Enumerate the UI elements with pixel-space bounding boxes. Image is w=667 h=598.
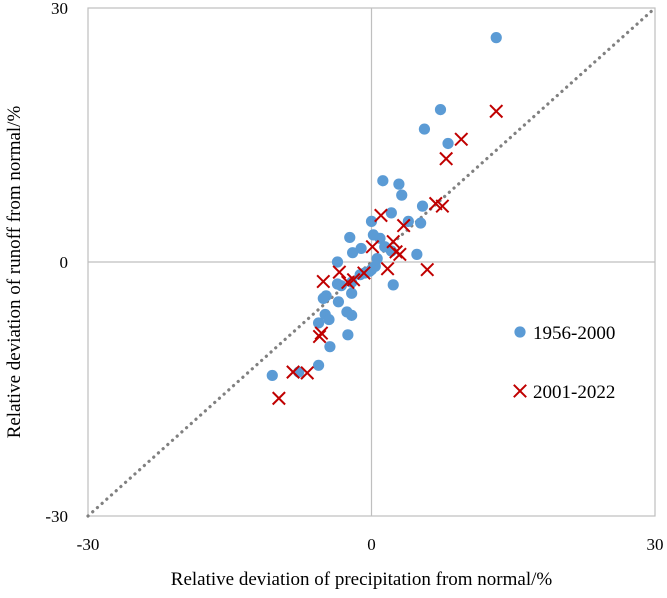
data-point [342, 329, 354, 341]
cross-stroke [386, 234, 401, 249]
data-point [300, 366, 315, 380]
data-point [365, 239, 380, 254]
data-point [374, 208, 388, 223]
data-point [392, 247, 407, 262]
legend-item: 2001-2022 [513, 382, 615, 403]
data-point [331, 256, 344, 268]
y-tick-label: -30 [45, 507, 68, 526]
cross-stroke [271, 391, 286, 406]
data-point [434, 104, 447, 116]
data-point [354, 269, 366, 281]
data-point [340, 275, 355, 290]
data-point [355, 242, 367, 255]
y-tick-label: 30 [51, 0, 68, 18]
cross-stroke [316, 274, 331, 289]
y-tick-label: 0 [60, 253, 69, 272]
data-point [490, 32, 502, 44]
data-point [420, 262, 435, 277]
legend-marker [514, 326, 526, 338]
cross-stroke [312, 329, 327, 344]
cross-stroke [357, 266, 371, 280]
legend-marker [513, 384, 527, 398]
data-point [364, 265, 376, 277]
data-point [439, 151, 454, 166]
cross-stroke [489, 104, 504, 119]
data-point [346, 287, 358, 299]
cross-stroke [513, 384, 527, 398]
data-point [323, 313, 335, 326]
cross-stroke [314, 326, 329, 341]
data-point [380, 261, 395, 276]
legend-label: 2001-2022 [533, 382, 615, 403]
data-point [428, 196, 443, 211]
data-point [347, 247, 359, 259]
cross-stroke [396, 218, 411, 233]
data-point [332, 265, 347, 280]
data-point [346, 309, 358, 321]
data-point [385, 207, 397, 219]
data-point [314, 326, 329, 341]
plot-area [86, 6, 657, 518]
cross-stroke [435, 199, 450, 214]
y-axis-title: Relative deviation of runoff from normal… [4, 106, 25, 439]
axis-labels: -30 0 30 30 0 -30 Relative deviation of precip… [4, 0, 664, 590]
data-points [266, 32, 504, 406]
cross-stroke [332, 265, 347, 280]
data-point [266, 369, 278, 382]
data-point [416, 200, 429, 212]
data-point [393, 178, 405, 190]
data-point [418, 123, 431, 135]
cross-stroke [454, 132, 469, 147]
data-point [312, 317, 325, 329]
data-point [312, 359, 325, 371]
data-point [377, 175, 389, 187]
cross-stroke [300, 366, 315, 380]
x-tick-label: -30 [77, 535, 100, 554]
legend-label: 1956-2000 [533, 323, 615, 344]
series-1956-2000 [266, 32, 502, 382]
data-point [324, 341, 336, 353]
x-axis-title: Relative deviation of precipitation from… [171, 569, 553, 590]
data-point [387, 279, 399, 291]
data-point [332, 296, 345, 308]
data-point [317, 292, 329, 305]
reference-line-1to1 [86, 6, 657, 518]
legend: 1956-2000 2001-2022 [513, 323, 615, 403]
cross-stroke [392, 247, 407, 262]
data-point [442, 137, 454, 150]
data-point [411, 248, 423, 260]
data-point [386, 234, 401, 249]
data-point [312, 329, 327, 344]
x-tick-label: 0 [367, 535, 376, 554]
x-tick-label: 30 [647, 535, 664, 554]
data-point [286, 365, 300, 379]
data-point [316, 274, 331, 289]
data-point [396, 189, 408, 201]
data-point [396, 218, 411, 233]
data-point [344, 231, 356, 244]
cross-stroke [286, 365, 300, 379]
cross-stroke [428, 196, 443, 211]
cross-stroke [340, 275, 355, 290]
cross-stroke [439, 151, 454, 166]
data-point [489, 104, 504, 119]
data-point [271, 391, 286, 406]
cross-stroke [420, 262, 435, 277]
data-point [365, 215, 378, 227]
cross-stroke [365, 239, 380, 254]
data-point [454, 132, 469, 147]
data-point [357, 266, 371, 280]
data-point [415, 217, 427, 229]
cross-stroke [374, 208, 388, 223]
data-point [331, 278, 344, 290]
series-2001-2022 [271, 104, 504, 406]
legend-item: 1956-2000 [514, 323, 615, 344]
cross-stroke [380, 261, 395, 276]
